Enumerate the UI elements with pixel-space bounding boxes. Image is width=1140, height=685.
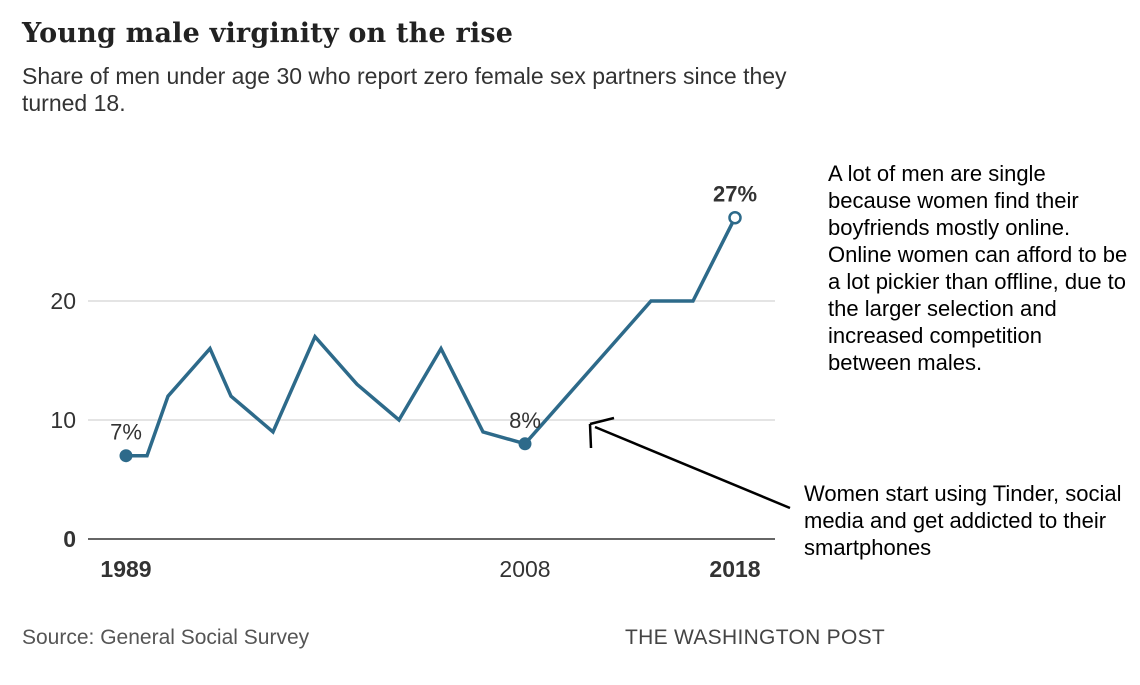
point-labels: 7% 8% 27% <box>110 182 757 445</box>
x-axis-ticks: 1989 2008 2018 <box>100 556 760 582</box>
data-point-label: 7% <box>110 420 142 445</box>
series-line <box>126 216 737 458</box>
data-point-marker <box>119 449 133 463</box>
y-axis-ticks: 0 10 20 <box>50 288 76 552</box>
annotation-arrow-head-lower <box>588 423 593 449</box>
x-tick-label: 2018 <box>709 556 760 582</box>
chart-title: Young male virginity on the rise <box>22 18 514 49</box>
gridlines <box>88 300 775 540</box>
y-tick-label: 0 <box>63 526 76 552</box>
source-note: Source: General Social Survey <box>22 626 310 649</box>
side-note: A lot of men are single because women fi… <box>828 161 1128 375</box>
y-tick-label: 20 <box>50 288 76 314</box>
annotation-arrow-shaft <box>594 425 791 510</box>
data-point-marker <box>728 210 742 225</box>
y-tick-label: 10 <box>50 407 76 433</box>
chart-subtitle: Share of men under age 30 who report zer… <box>22 63 787 116</box>
annotation-arrow-head-upper <box>589 416 615 426</box>
arrow-annotation-text: Women start using Tinder, social media a… <box>804 481 1122 560</box>
x-tick-label: 1989 <box>100 556 151 582</box>
x-tick-label: 2008 <box>499 556 550 582</box>
data-point-marker <box>518 437 532 451</box>
data-point-label: 27% <box>713 182 757 207</box>
point-markers <box>119 210 742 463</box>
publisher-credit: THE WASHINGTON POST <box>625 626 886 649</box>
data-point-label: 8% <box>509 408 541 433</box>
annotation-arrow <box>588 416 791 510</box>
